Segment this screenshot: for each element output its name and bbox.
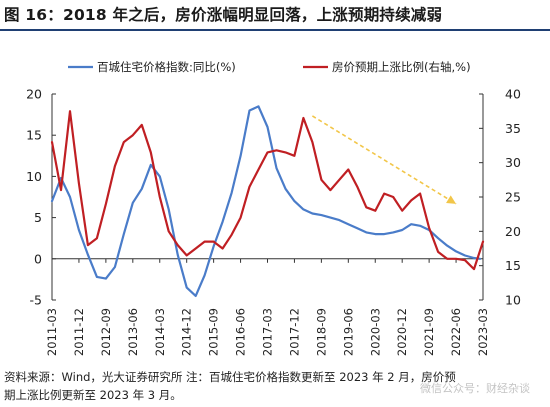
y-right-tick-label: 35 (505, 121, 521, 136)
x-tick-label: 2019-06 (341, 308, 355, 356)
watermark: 微信公众号：财经杂谈 (420, 382, 530, 395)
x-tick-label: 2022-06 (449, 308, 463, 356)
x-tick-label: 2015-09 (207, 308, 221, 356)
y-left-tick-label: 15 (26, 128, 42, 143)
trend-arrow-head (446, 195, 457, 204)
legend: 百城住宅价格指数:同比(%) 房价预期上涨比例(右轴,%) (68, 60, 471, 74)
x-tick-label: 2014-12 (180, 308, 194, 356)
x-tick-label: 2023-03 (476, 308, 490, 356)
series (50, 105, 485, 297)
footnote: 资料来源：Wind，光大证券研究所 注：百城住宅价格指数更新至 2023 年 2… (4, 368, 548, 404)
y-left-tick-label: -5 (30, 293, 42, 308)
trend-arrow-line (311, 115, 457, 205)
title-bar: 图 16：2018 年之后，房价涨幅明显回落，上涨预期持续减弱 (0, 0, 550, 31)
figure-title: 图 16：2018 年之后，房价涨幅明显回落，上涨预期持续减弱 (4, 6, 443, 24)
y-right-tick-label: 30 (505, 155, 521, 170)
series-line-2 (50, 110, 485, 271)
y-right-tick-label: 15 (505, 258, 521, 273)
y-right-tick-label: 10 (505, 293, 521, 308)
x-tick-label: 2020-03 (368, 308, 382, 356)
x-tick-label: 2020-12 (395, 308, 409, 356)
y-left-tick-label: 20 (26, 87, 42, 102)
x-tick-label: 2017-03 (261, 308, 275, 356)
line-chart: 百城住宅价格指数:同比(%) 房价预期上涨比例(右轴,%) -5 0 5 10 15 20… (26, 60, 521, 357)
legend-label-series1: 百城住宅价格指数:同比(%) (97, 60, 236, 74)
x-tick-label: 2011-12 (72, 308, 86, 356)
x-tick-label: 2017-12 (287, 308, 301, 356)
footnote-line-2: 期上涨比例更新至 2023 年 3 月。 (4, 388, 182, 402)
axes: -5 0 5 10 15 20 10 15 20 25 30 35 40 2011-03 2011-12 20… (26, 87, 521, 357)
x-tick-label: 2016-06 (234, 308, 248, 356)
y-left-tick-label: 10 (26, 169, 42, 184)
footnote-line-1: 资料来源：Wind，光大证券研究所 注：百城住宅价格指数更新至 2023 年 2… (4, 370, 456, 384)
x-tick-label: 2014-03 (153, 308, 167, 356)
y-left-tick-label: 0 (34, 251, 42, 266)
legend-label-series2: 房价预期上涨比例(右轴,%) (332, 60, 471, 74)
x-tick-label: 2021-09 (422, 308, 436, 356)
title-rule (0, 29, 550, 31)
x-tick-label: 2011-03 (45, 308, 59, 356)
x-tick-label: 2018-09 (314, 308, 328, 356)
series-line-1 (50, 105, 482, 297)
annotations (311, 115, 457, 205)
x-tick-label: 2012-09 (99, 308, 113, 356)
y-right-tick-label: 20 (505, 224, 521, 239)
x-tick-label: 2013-06 (126, 308, 140, 356)
y-right-tick-label: 25 (505, 190, 521, 205)
y-left-tick-label: 5 (34, 210, 42, 225)
y-right-tick-label: 40 (505, 87, 521, 102)
